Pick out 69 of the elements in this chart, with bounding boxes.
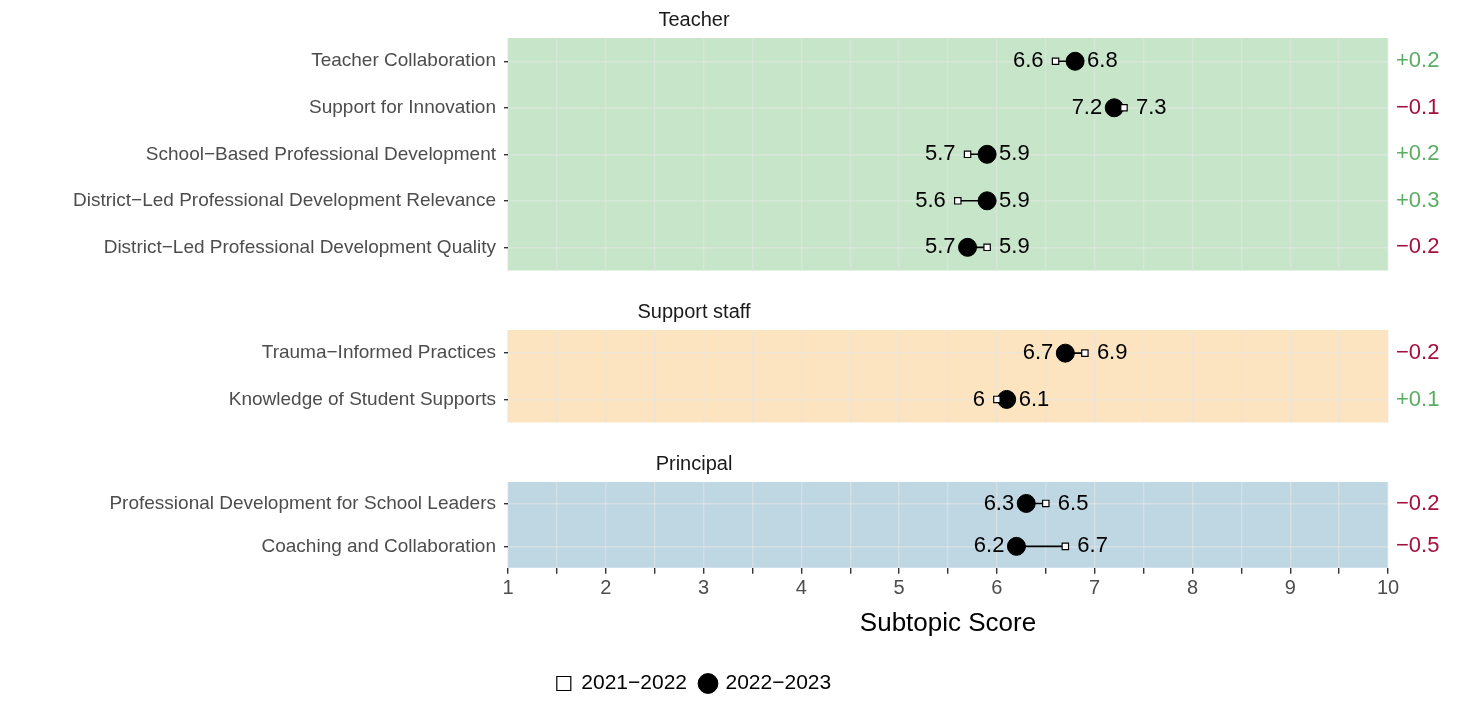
text: −0.2 (1396, 339, 1440, 365)
data-label: 6.7 (1077, 532, 1108, 558)
x-tick-label: 10 (1376, 576, 1400, 599)
y-tick-label: School−Based Professional Development (145, 142, 497, 164)
data-label: 6.1 (1018, 385, 1050, 411)
x-axis-title: Subtopic Score (859, 606, 1037, 637)
x-tick-label: 8 (1186, 576, 1199, 599)
data-label: 6 (972, 385, 985, 411)
data-label: 6.6 (1012, 47, 1044, 73)
point (977, 144, 997, 164)
x-tick-label: 2 (600, 576, 612, 599)
data-label: 7.3 (1136, 93, 1167, 119)
point (1120, 104, 1128, 112)
data-label: 5.7 (924, 140, 956, 166)
data-label: 6.7 (1022, 339, 1054, 365)
point (977, 191, 997, 211)
data-label: 5.6 (915, 186, 946, 212)
data-label: 5.9 (999, 233, 1030, 259)
data-label: 6.8 (1087, 47, 1118, 73)
text: −0.5 (1396, 532, 1440, 558)
x-tick-label: 6 (991, 576, 1003, 599)
text: −0.2 (1396, 489, 1440, 515)
x-tick-label: 5 (893, 576, 905, 599)
y-tick-label: District−Led Professional Development Quality (103, 235, 497, 257)
x-tick-label: 7 (1089, 576, 1101, 599)
point (1081, 349, 1089, 357)
point (958, 237, 978, 257)
y-tick-label: District−Led Professional Development Relevance (73, 189, 496, 211)
legend-label: 2022−2023 (725, 670, 832, 694)
data-label: 5.9 (999, 186, 1030, 212)
y-tick-label: Knowledge of Student Supports (228, 387, 496, 409)
chart-title: Principal (655, 451, 733, 474)
data-label: 5.9 (999, 140, 1030, 166)
point (997, 389, 1017, 409)
point (1016, 493, 1036, 513)
text: +0.2 (1396, 140, 1440, 166)
data-label: 6.2 (973, 532, 1005, 558)
point (993, 395, 1001, 404)
point (1042, 499, 1050, 508)
point (1006, 536, 1026, 556)
data-label: 5.7 (924, 233, 956, 259)
y-tick-label: Trauma−Informed Practices (261, 341, 496, 363)
data-label: 7.2 (1071, 93, 1103, 119)
x-tick-label: 1 (502, 576, 514, 599)
chart-title: Support staff (637, 299, 751, 322)
point (1055, 343, 1075, 363)
point (963, 150, 972, 159)
data-label: 6.3 (983, 489, 1015, 515)
x-tick-label: 3 (697, 576, 710, 599)
point (983, 243, 991, 252)
text: −0.1 (1396, 93, 1440, 119)
y-tick-label: Coaching and Collaboration (261, 534, 496, 556)
x-tick-label: 9 (1284, 576, 1296, 599)
data-label: 6.9 (1096, 339, 1128, 365)
text: −0.2 (1396, 233, 1440, 259)
legend-label: 2021−2022 (581, 670, 688, 694)
y-tick-label: Professional Development for School Leaders (109, 491, 496, 513)
y-tick-label: Teacher Collaboration (311, 49, 496, 71)
chart-title: Teacher (658, 7, 730, 30)
point (1065, 51, 1085, 71)
text: +0.1 (1396, 385, 1440, 411)
point (1104, 98, 1124, 118)
y-tick-label: Support for Innovation (309, 96, 496, 118)
point (1051, 57, 1060, 66)
text: +0.2 (1396, 47, 1440, 73)
x-tick-label: 4 (795, 576, 807, 599)
data-label: 6.5 (1057, 489, 1089, 515)
point (954, 197, 962, 205)
text: +0.3 (1396, 186, 1440, 212)
